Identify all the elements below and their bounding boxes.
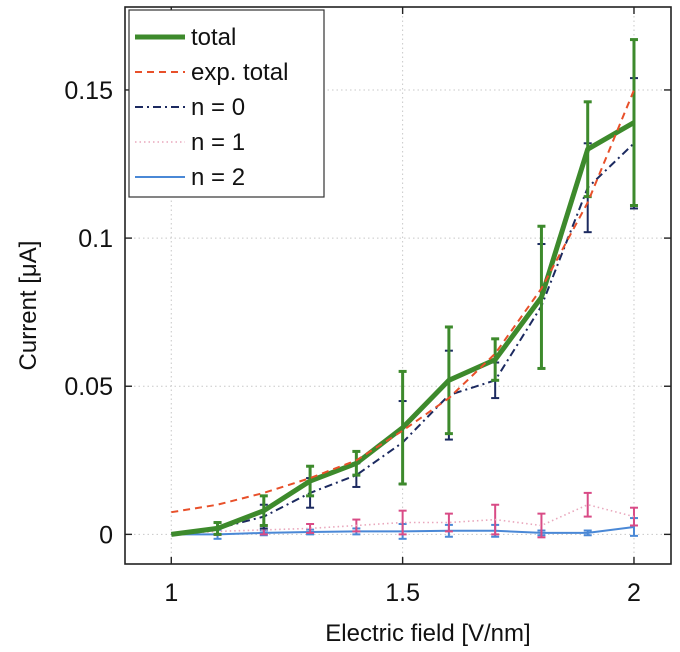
- series-line: [171, 89, 635, 514]
- series-layer: [170, 38, 638, 540]
- y-tick-label: 0.1: [78, 225, 113, 253]
- legend-box: [128, 9, 325, 198]
- legend-entry-label: n = 0: [191, 94, 245, 121]
- series-exp-total: [171, 89, 635, 514]
- y-axis-label: Current [μA]: [15, 241, 42, 371]
- y-tick-label: 0.15: [64, 77, 113, 105]
- series-total: [170, 38, 638, 537]
- series-line: [170, 120, 636, 537]
- legend-entry-label: n = 2: [191, 164, 245, 191]
- x-tick-label: 2: [627, 579, 641, 607]
- series-line: [171, 503, 635, 536]
- x-axis-label: Electric field [V/nm]: [325, 620, 530, 647]
- x-tick-label: 1: [164, 579, 178, 607]
- legend-entry-label: total: [191, 24, 236, 51]
- y-tick-label: 0.05: [64, 373, 113, 401]
- legend-entry-label: n = 1: [191, 129, 245, 156]
- plot-frame: [124, 6, 672, 565]
- legend-entry-label: exp. total: [191, 59, 288, 86]
- tick-layer: 1 1.5 2 0 0.05 0.1 0.15: [64, 7, 671, 607]
- y-tick-label: 0: [99, 521, 113, 549]
- x-tick-label: 1.5: [385, 579, 420, 607]
- legend: total exp. total n = 0 n = 1 n = 2: [128, 9, 325, 198]
